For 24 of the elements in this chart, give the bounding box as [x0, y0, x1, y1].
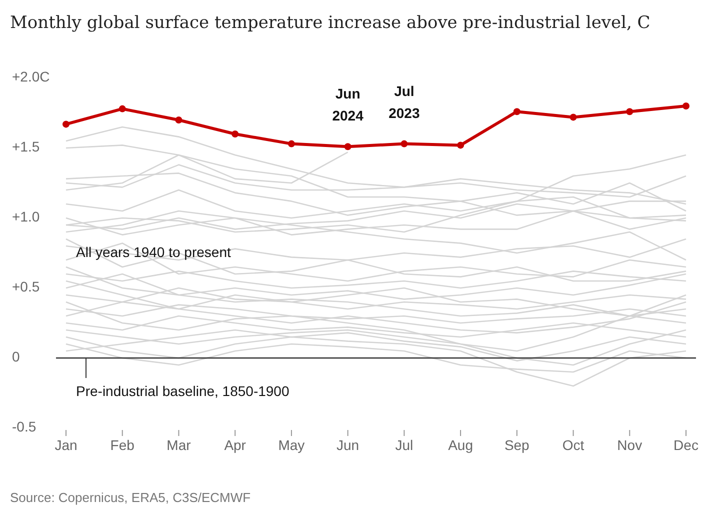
x-tick-label: Apr [224, 437, 246, 453]
x-tick-label: Oct [562, 437, 584, 453]
y-tick-label: +2.0C [12, 68, 50, 85]
x-tick-label: Feb [110, 437, 135, 453]
x-tick-label: Mar [166, 437, 192, 453]
source-note: Source: Copernicus, ERA5, C3S/ECMWF [10, 490, 251, 505]
annotation: Jun 2024 [332, 86, 364, 124]
x-tick-label: Sep [504, 437, 530, 453]
y-tick-label: +1.5 [12, 138, 40, 155]
x-tick-label: Jun [336, 437, 360, 453]
x-tick-label: Aug [448, 437, 474, 453]
annotation: All years 1940 to present [76, 244, 231, 260]
y-tick-label: 0 [12, 348, 20, 365]
x-tick-label: May [278, 437, 305, 453]
y-tick-label: +1.0 [12, 208, 40, 225]
y-tick-label: +0.5 [12, 278, 40, 295]
x-tick-label: Dec [674, 437, 698, 453]
legend-label: Pre-industrial baseline, 1850-1900 [76, 383, 290, 399]
x-tick-label: Nov [617, 437, 642, 453]
annotation: Jul 2023 [388, 82, 420, 121]
x-tick-label: Jul [395, 437, 414, 453]
x-tick-label: Jan [54, 437, 78, 453]
y-tick-label: -0.5 [12, 418, 36, 435]
chart-title: Monthly global surface temperature increase above pre-industrial level, C [10, 13, 650, 33]
